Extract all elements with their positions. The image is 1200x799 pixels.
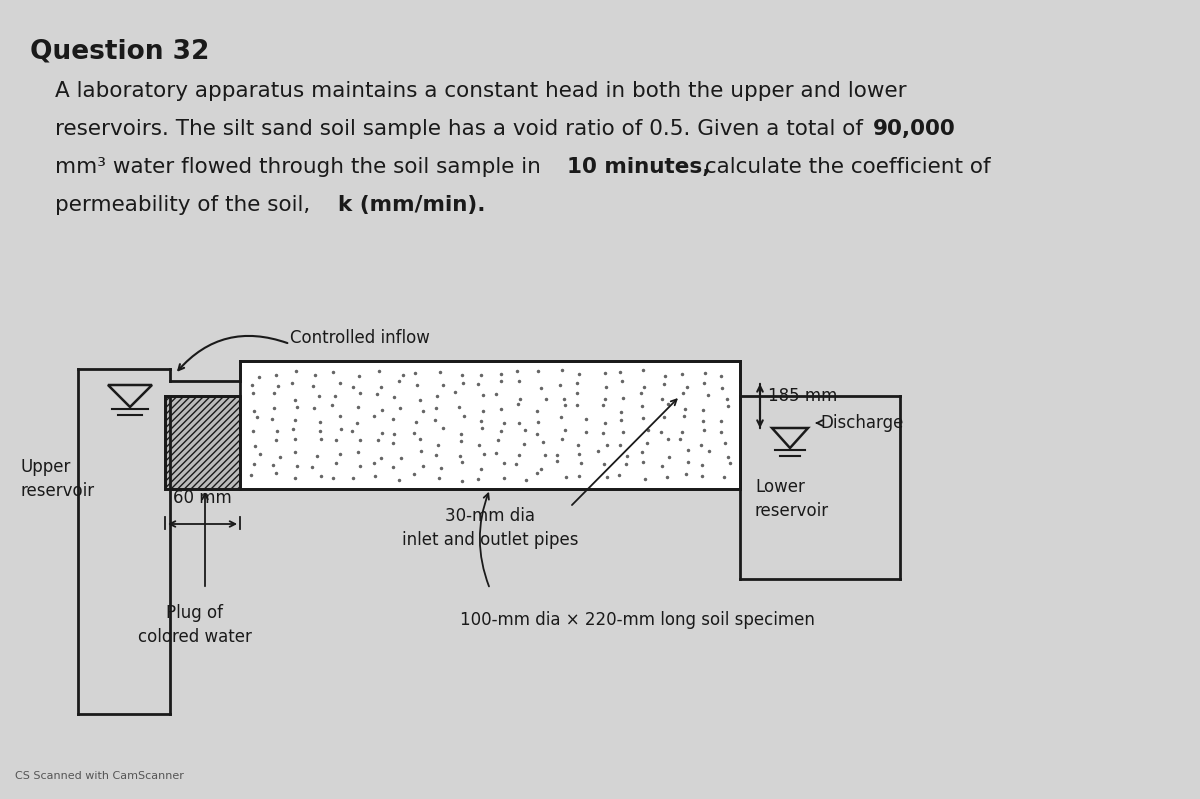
Text: calculate the coefficient of: calculate the coefficient of [698,157,991,177]
Bar [166,396,240,489]
Text: 100-mm dia × 220-mm long soil specimen: 100-mm dia × 220-mm long soil specimen [460,611,815,629]
Bar [240,361,740,489]
Text: 10 minutes,: 10 minutes, [568,157,710,177]
Text: mm³ water flowed through the soil sample in: mm³ water flowed through the soil sample… [55,157,547,177]
Text: Upper
reservoir: Upper reservoir [20,458,94,500]
Text: Question 32: Question 32 [30,39,209,65]
Text: 90,000: 90,000 [874,119,955,139]
Text: k (mm/min).: k (mm/min). [338,195,486,215]
Text: Controlled inflow: Controlled inflow [290,329,430,347]
Text: Lower
reservoir: Lower reservoir [755,478,829,520]
Text: CS Scanned with CamScanner: CS Scanned with CamScanner [14,771,184,781]
Text: 60 mm: 60 mm [173,489,232,507]
Text: Discharge: Discharge [820,414,904,432]
Text: A laboratory apparatus maintains a constant head in both the upper and lower: A laboratory apparatus maintains a const… [55,81,907,101]
Bar [166,396,240,489]
Text: reservoirs. The silt sand soil sample has a void ratio of 0.5. Given a total of: reservoirs. The silt sand soil sample ha… [55,119,870,139]
Text: Plug of
colored water: Plug of colored water [138,604,252,646]
Text: 185 mm: 185 mm [768,387,838,405]
Text: permeability of the soil,: permeability of the soil, [55,195,317,215]
Text: 30-mm dia
inlet and outlet pipes: 30-mm dia inlet and outlet pipes [402,507,578,549]
